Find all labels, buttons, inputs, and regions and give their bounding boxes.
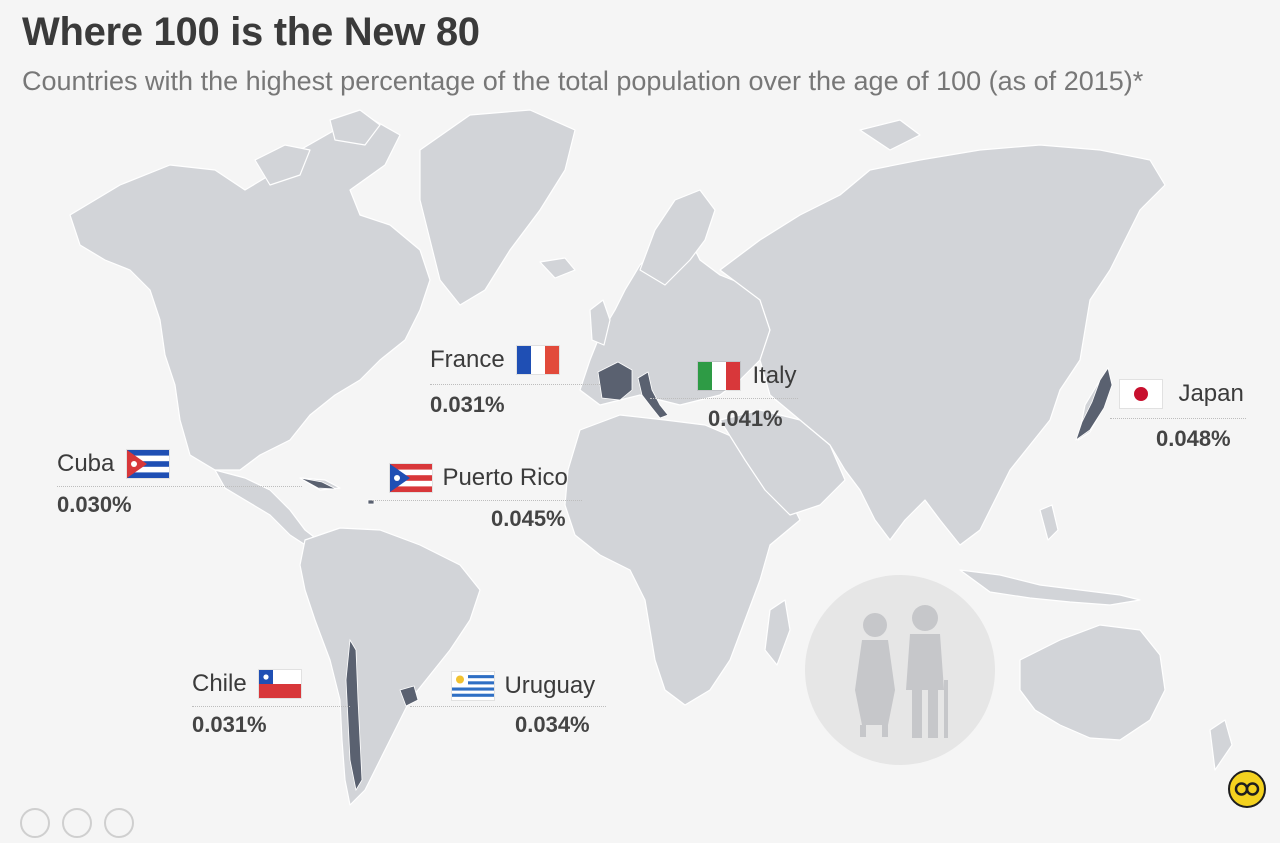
value-puerto-rico: 0.045% bbox=[491, 506, 566, 531]
country-name-puerto-rico: Puerto Rico bbox=[442, 464, 568, 491]
greenland bbox=[419, 109, 576, 306]
siberian-islands bbox=[859, 119, 921, 151]
chart-title: Where 100 is the New 80 bbox=[22, 10, 480, 54]
puerto-rico-leader-line bbox=[372, 500, 582, 501]
country-name-france: France bbox=[430, 346, 505, 373]
country-name-italy: Italy bbox=[752, 362, 797, 389]
new-zealand bbox=[1209, 719, 1233, 771]
share-icons[interactable] bbox=[20, 808, 146, 843]
label-puerto-rico: Puerto Rico bbox=[390, 464, 568, 492]
asia bbox=[719, 144, 1166, 546]
value-cuba: 0.030% bbox=[57, 492, 132, 517]
australia bbox=[1019, 624, 1166, 741]
france-leader-line bbox=[430, 384, 600, 385]
label-chile: Chile bbox=[192, 670, 302, 698]
iceland bbox=[539, 257, 576, 279]
france-highlight bbox=[597, 361, 633, 401]
country-name-cuba: Cuba bbox=[57, 450, 115, 477]
chart-subtitle: Countries with the highest percentage of… bbox=[22, 66, 1144, 96]
chile-leader-line bbox=[192, 706, 350, 707]
france-flag-icon bbox=[517, 346, 560, 374]
cuba-leader-line bbox=[57, 486, 302, 487]
philippines bbox=[1039, 504, 1059, 541]
italy-highlight bbox=[637, 371, 669, 419]
scandinavia bbox=[639, 189, 716, 286]
south-america bbox=[299, 527, 481, 806]
italy-leader-line bbox=[650, 398, 798, 399]
madagascar bbox=[764, 599, 791, 666]
puerto-rico-flag-icon bbox=[390, 464, 432, 492]
value-italy: 0.041% bbox=[708, 406, 783, 431]
uk-ireland bbox=[589, 299, 611, 346]
label-italy: Italy bbox=[698, 362, 796, 390]
label-cuba: Cuba bbox=[57, 450, 169, 478]
value-uruguay-wrap: 0.034% bbox=[515, 712, 590, 738]
value-france-wrap: 0.031% bbox=[430, 392, 505, 418]
indonesia bbox=[959, 569, 1141, 606]
japan-highlight bbox=[1075, 367, 1113, 442]
share-icon-1[interactable] bbox=[20, 808, 50, 838]
japan-flag-icon bbox=[1120, 380, 1162, 408]
uruguay-highlight bbox=[399, 685, 419, 707]
country-name-uruguay: Uruguay bbox=[504, 672, 596, 699]
label-uruguay: Uruguay bbox=[452, 672, 595, 700]
value-france: 0.031% bbox=[430, 392, 505, 417]
north-america-landmass bbox=[69, 117, 431, 471]
country-name-japan: Japan bbox=[1178, 380, 1244, 407]
value-italy-wrap: 0.041% bbox=[708, 406, 783, 432]
country-name-chile: Chile bbox=[192, 670, 247, 697]
label-france: France bbox=[430, 346, 560, 374]
world-map bbox=[0, 100, 1280, 819]
value-japan: 0.048% bbox=[1156, 426, 1231, 451]
label-japan: Japan bbox=[1120, 380, 1244, 408]
arabian-peninsula bbox=[719, 409, 846, 516]
value-japan-wrap: 0.048% bbox=[1156, 426, 1231, 452]
chile-flag-icon bbox=[259, 670, 302, 698]
cuba-highlight bbox=[299, 477, 337, 490]
value-puerto-rico-wrap: 0.045% bbox=[491, 506, 566, 532]
value-cuba-wrap: 0.030% bbox=[57, 492, 132, 518]
share-icon-3[interactable] bbox=[104, 808, 134, 838]
arctic-islands bbox=[254, 144, 311, 186]
arctic-islands-2 bbox=[329, 109, 381, 146]
elderly-couple-icon bbox=[805, 575, 995, 765]
italy-flag-icon bbox=[698, 362, 740, 390]
central-america bbox=[214, 469, 319, 549]
japan-leader-line bbox=[1110, 418, 1246, 419]
uruguay-flag-icon bbox=[452, 672, 494, 700]
chile-highlight bbox=[345, 638, 363, 792]
share-icon-2[interactable] bbox=[62, 808, 92, 838]
value-chile-wrap: 0.031% bbox=[192, 712, 267, 738]
statista-logo-icon bbox=[1228, 770, 1266, 808]
value-chile: 0.031% bbox=[192, 712, 267, 737]
value-uruguay: 0.034% bbox=[515, 712, 590, 737]
cuba-flag-icon bbox=[126, 450, 169, 478]
uruguay-leader-line bbox=[410, 706, 606, 707]
